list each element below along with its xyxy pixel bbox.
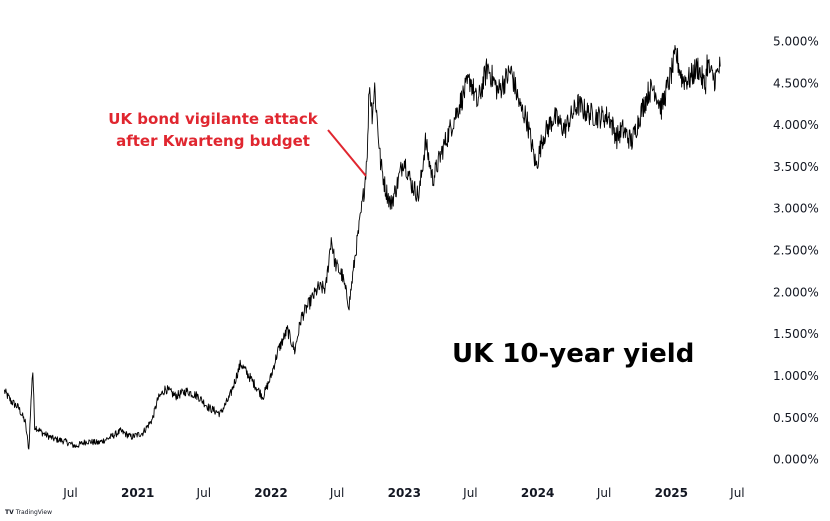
x-tick-label: Jul [196, 486, 211, 500]
branding-text: TradingView [15, 509, 53, 516]
x-axis: Jul 2021 Jul 2022 Jul 2023 Jul 2024 Jul 2025 Jul [62, 486, 744, 500]
x-tick-label: 2023 [388, 486, 421, 500]
tradingview-logo-icon: TV [5, 509, 14, 516]
branding: TV TradingView [5, 509, 52, 516]
y-tick-label: 3.500% [773, 160, 819, 174]
annotation-arrow [327, 129, 367, 177]
x-tick-label: 2025 [655, 486, 688, 500]
x-tick-label: Jul [62, 486, 77, 500]
annotation-line-1: UK bond vigilante attack [108, 110, 318, 128]
x-tick-label: 2021 [121, 486, 154, 500]
series-line [3, 45, 721, 450]
y-tick-label: 1.500% [773, 327, 819, 341]
x-tick-label: Jul [462, 486, 477, 500]
x-tick-label: Jul [329, 486, 344, 500]
y-tick-label: 5.000% [773, 35, 819, 49]
annotation-line-2: after Kwarteng budget [116, 132, 310, 150]
y-axis: 5.000% 4.500% 4.000% 3.500% 3.000% 2.500% 2.00… [773, 35, 819, 467]
x-tick-label: Jul [729, 486, 744, 500]
y-tick-label: 1.000% [773, 369, 819, 383]
y-tick-label: 0.000% [773, 453, 819, 467]
y-tick-label: 2.000% [773, 285, 819, 299]
x-tick-label: 2022 [254, 486, 287, 500]
y-tick-label: 0.500% [773, 411, 819, 425]
y-tick-label: 4.500% [773, 76, 819, 90]
series-layer [3, 45, 721, 450]
chart-title: UK 10-year yield [452, 339, 694, 369]
y-tick-label: 3.000% [773, 202, 819, 216]
x-tick-label: Jul [596, 486, 611, 500]
y-tick-label: 2.500% [773, 244, 819, 258]
x-tick-label: 2024 [521, 486, 554, 500]
y-tick-label: 4.000% [773, 118, 819, 132]
